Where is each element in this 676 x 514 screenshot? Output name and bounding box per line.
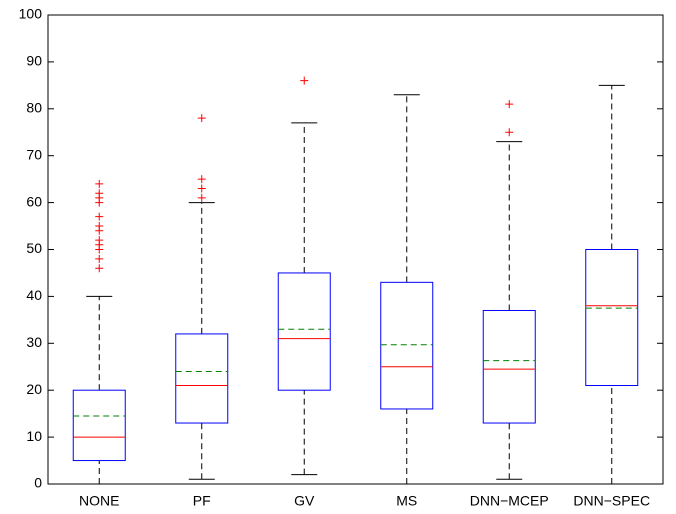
outlier — [300, 76, 309, 85]
y-tick-label: 100 — [19, 6, 43, 22]
y-tick-label: 70 — [26, 146, 42, 162]
x-tick-label: DNN−SPEC — [573, 493, 650, 509]
outlier — [95, 236, 104, 245]
box — [380, 281, 434, 410]
y-tick-label: 40 — [26, 287, 42, 303]
outlier — [197, 114, 206, 123]
outlier — [95, 264, 104, 273]
outlier — [95, 254, 104, 263]
x-tick-label: MS — [396, 493, 417, 509]
y-tick-label: 50 — [26, 240, 42, 256]
outlier — [197, 184, 206, 193]
x-tick-label: PF — [193, 493, 211, 509]
y-tick-label: 60 — [26, 193, 42, 209]
outlier — [95, 212, 104, 221]
x-tick-label: DNN−MCEP — [470, 493, 549, 509]
plot-frame — [47, 14, 664, 485]
y-tick-label: 90 — [26, 53, 42, 69]
x-tick-label: GV — [294, 493, 315, 509]
x-tick-label: NONE — [79, 493, 119, 509]
outlier — [197, 193, 206, 202]
outlier — [95, 179, 104, 188]
box — [277, 272, 331, 391]
outlier — [95, 189, 104, 198]
y-tick-label: 80 — [26, 100, 42, 116]
y-tick-label: 20 — [26, 381, 42, 397]
outlier — [505, 128, 514, 137]
box — [482, 309, 536, 424]
box — [72, 389, 126, 462]
outlier — [95, 222, 104, 231]
y-tick-label: 10 — [26, 428, 42, 444]
outlier — [505, 100, 514, 109]
y-tick-label: 0 — [34, 475, 42, 491]
box — [175, 333, 229, 424]
y-tick-label: 30 — [26, 334, 42, 350]
outlier — [197, 175, 206, 184]
box — [585, 249, 639, 387]
